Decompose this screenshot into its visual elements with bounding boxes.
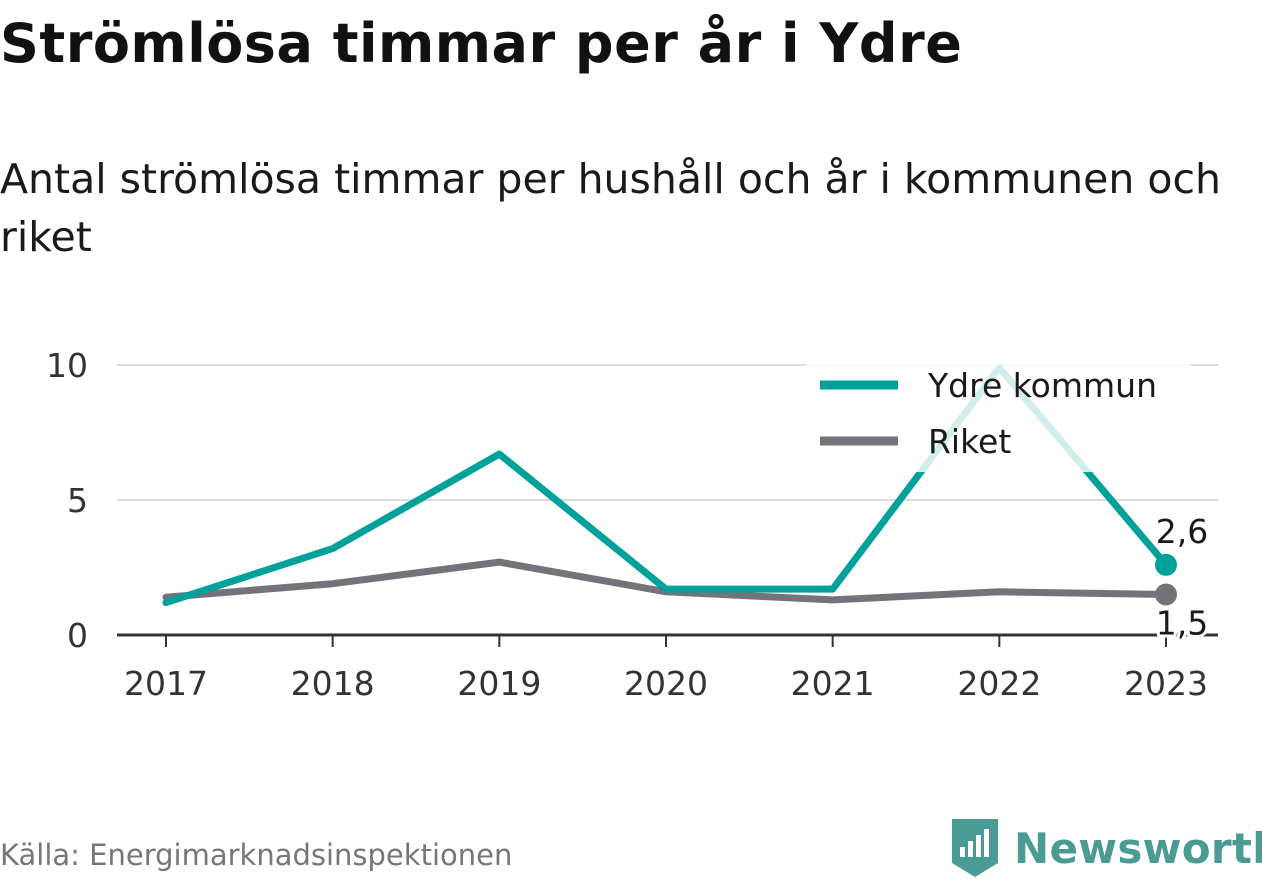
- y-tick-label-0: 0: [67, 616, 88, 655]
- y-axis-ticks: 0 5 10: [46, 346, 88, 655]
- end-label-halo-0: 2,6: [1156, 512, 1208, 551]
- x-tick-label-2018: 2018: [291, 664, 375, 703]
- series-line-1: [162, 558, 1170, 604]
- series-endpoints: 2,62,61,51,5: [1153, 509, 1211, 646]
- y-tick-label-5: 5: [67, 481, 88, 520]
- brand-logo: Newsworthy: [950, 816, 1262, 880]
- newsworthy-logo-icon: [952, 819, 998, 877]
- x-tick-label-2017: 2017: [124, 664, 208, 703]
- endpoint-dot-0: [1155, 553, 1177, 576]
- legend-background: [806, 362, 1191, 472]
- brand-name: Newsworthy: [1014, 823, 1262, 873]
- legend: Ydre kommun Riket: [806, 362, 1191, 472]
- end-label-1: 1,5: [1156, 604, 1208, 643]
- end-label-halo-1: 1,5: [1156, 604, 1208, 643]
- chart-subtitle: Antal strömlösa timmar per hushåll och å…: [0, 155, 1221, 261]
- x-tick-label-2021: 2021: [791, 664, 875, 703]
- source-note: Källa: Energimarknadsinspektionen: [0, 838, 513, 872]
- x-axis-ticks: 2017 2018 2019 2020 2021 2022 2023: [124, 635, 1208, 703]
- end-label-0: 2,6: [1156, 512, 1208, 551]
- legend-label-1: Riket: [928, 422, 1011, 461]
- endpoint-dot-1: [1155, 583, 1177, 606]
- x-tick-label-2020: 2020: [624, 664, 708, 703]
- chart-title: Strömlösa timmar per år i Ydre: [0, 12, 963, 75]
- x-tick-label-2019: 2019: [457, 664, 541, 703]
- y-tick-label-10: 10: [46, 346, 88, 385]
- legend-label-0: Ydre kommun: [927, 366, 1157, 405]
- x-tick-label-2022: 2022: [957, 664, 1041, 703]
- x-tick-label-2023: 2023: [1124, 664, 1208, 703]
